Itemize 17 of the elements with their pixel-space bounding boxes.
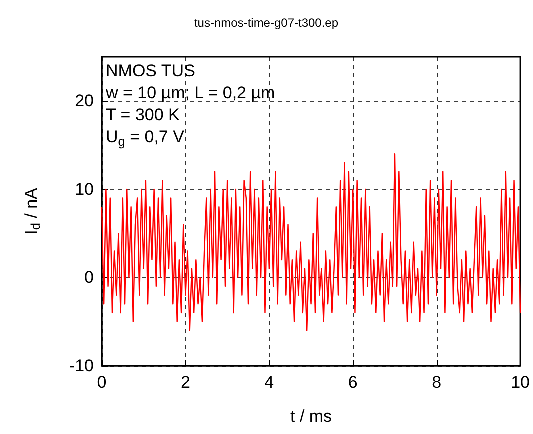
line-series: [101, 154, 522, 332]
x-tick-label: 6: [348, 373, 358, 392]
y-tick-label: -10: [69, 356, 94, 376]
annotation: T = 300 K: [106, 106, 181, 124]
x-tick-label: 0: [97, 373, 107, 392]
x-tick-label: 4: [264, 373, 274, 392]
x-tick-label: 8: [432, 373, 442, 392]
x-tick-label: 10: [511, 373, 530, 392]
y-tick-label: 0: [84, 268, 94, 288]
x-tick-label: 2: [180, 373, 190, 392]
y-tick-label: 20: [75, 92, 94, 111]
annotation: w = 10 µm; L = 0,2 µm: [105, 84, 276, 102]
y-tick-label: 10: [75, 180, 94, 199]
chart-title: tus-nmos-time-g07-t300.ep: [194, 16, 339, 30]
annotation: NMOS TUS: [106, 62, 196, 80]
x-axis-title: t / ms: [290, 407, 332, 426]
y-axis-title: Id / nA: [22, 187, 43, 235]
